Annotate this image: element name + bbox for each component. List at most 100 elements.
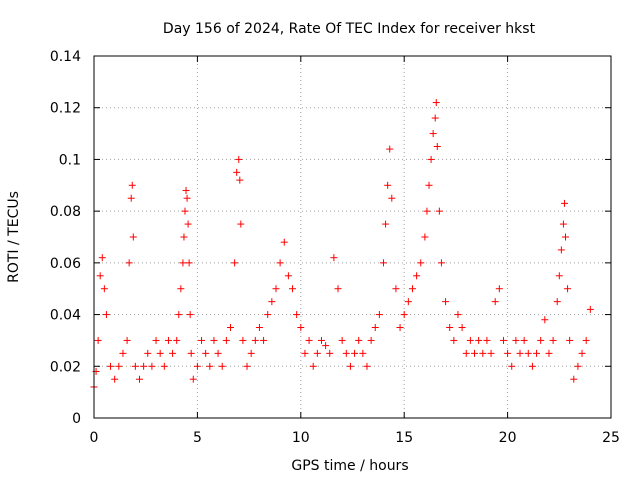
data-point — [533, 349, 541, 357]
data-point — [206, 362, 214, 370]
x-tick-label: 10 — [292, 430, 310, 446]
data-point — [180, 233, 188, 241]
data-point — [218, 362, 226, 370]
data-point — [236, 176, 244, 184]
data-point — [237, 220, 245, 228]
data-point — [235, 155, 243, 163]
data-point — [148, 362, 156, 370]
data-point — [140, 362, 148, 370]
data-point — [186, 311, 194, 319]
data-point — [504, 349, 512, 357]
data-point — [301, 349, 309, 357]
data-point — [272, 285, 280, 293]
data-point — [284, 272, 292, 280]
data-point — [173, 336, 181, 344]
data-point — [351, 349, 359, 357]
data-point — [471, 349, 479, 357]
data-point — [545, 349, 553, 357]
data-point — [233, 168, 241, 176]
data-point — [491, 298, 499, 306]
data-point — [388, 194, 396, 202]
data-point — [427, 155, 435, 163]
data-point — [487, 349, 495, 357]
gridlines — [94, 56, 611, 418]
data-point — [94, 336, 102, 344]
data-point — [528, 362, 536, 370]
data-point — [421, 233, 429, 241]
data-point — [193, 362, 201, 370]
data-point — [131, 362, 139, 370]
data-point — [432, 99, 440, 107]
data-point — [115, 362, 123, 370]
data-point — [128, 181, 136, 189]
data-point — [243, 362, 251, 370]
data-point — [435, 207, 443, 215]
data-point — [371, 324, 379, 331]
data-point — [359, 349, 367, 357]
data-point — [466, 336, 474, 344]
data-point — [280, 238, 288, 246]
data-point — [202, 349, 210, 357]
data-point — [125, 259, 133, 267]
data-point — [396, 324, 404, 331]
data-point — [264, 311, 272, 319]
data-point — [437, 259, 445, 267]
data-point — [475, 336, 483, 344]
data-point — [392, 285, 400, 293]
data-point — [123, 336, 131, 344]
data-point — [537, 336, 545, 344]
data-point — [289, 285, 297, 293]
data-point — [417, 259, 425, 267]
data-point — [555, 272, 563, 280]
data-points — [90, 99, 594, 391]
data-point — [222, 336, 230, 344]
data-point — [454, 311, 462, 319]
data-point — [375, 311, 383, 319]
data-point — [111, 375, 119, 383]
data-point — [268, 298, 276, 306]
data-point — [185, 259, 193, 267]
data-point — [499, 336, 507, 344]
y-tick-label: 0 — [72, 411, 81, 427]
data-point — [520, 336, 528, 344]
data-point — [524, 349, 532, 357]
y-tick-label: 0.08 — [50, 204, 81, 220]
data-point — [342, 349, 350, 357]
plot-frame — [93, 55, 612, 419]
data-point — [582, 336, 590, 344]
data-point — [198, 336, 206, 344]
data-point — [450, 336, 458, 344]
data-point — [578, 349, 586, 357]
data-point — [462, 349, 470, 357]
chart-title: Day 156 of 2024, Rate Of TEC Index for r… — [163, 21, 536, 37]
data-point — [338, 336, 346, 344]
data-point — [495, 285, 503, 293]
data-point — [512, 336, 520, 344]
data-point — [553, 298, 561, 306]
data-point — [382, 220, 390, 228]
data-point — [182, 186, 190, 194]
data-point — [566, 336, 574, 344]
data-point — [189, 375, 197, 383]
y-tick-label: 0.1 — [59, 152, 81, 168]
data-point — [346, 362, 354, 370]
data-point — [564, 285, 572, 293]
data-point — [380, 259, 388, 267]
data-point — [400, 311, 408, 319]
x-tick-label: 5 — [193, 430, 202, 446]
data-point — [152, 336, 160, 344]
data-point — [255, 324, 263, 331]
data-point — [479, 349, 487, 357]
data-point — [574, 362, 582, 370]
data-point — [508, 362, 516, 370]
data-point — [251, 336, 259, 344]
data-point — [169, 349, 177, 357]
x-axis: 0 5 10 15 20 25 — [90, 56, 620, 446]
data-point — [260, 336, 268, 344]
data-point — [433, 143, 441, 150]
y-tick-label: 0.04 — [50, 308, 81, 324]
data-point — [330, 254, 338, 262]
data-point — [305, 336, 313, 344]
data-point — [210, 336, 218, 344]
